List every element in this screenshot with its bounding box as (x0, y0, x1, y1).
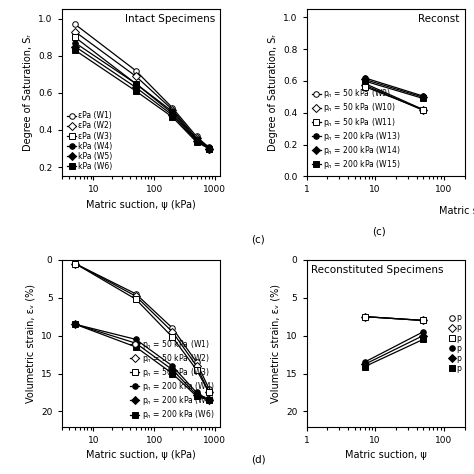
Legend: εPa (W1), εPa (W2), εPa (W3), kPa (W4), kPa (W5), kPa (W6): εPa (W1), εPa (W2), εPa (W3), kPa (W4), … (64, 108, 116, 174)
Y-axis label: Degree of Saturation, Sᵣ: Degree of Saturation, Sᵣ (267, 35, 278, 151)
Y-axis label: Volumetric strain, εᵥ (%): Volumetric strain, εᵥ (%) (26, 283, 36, 403)
Legend: p$_n$ = 50 kPa (W1), p$_n$ = 50 kPa (W2), p$_n$ = 50 kPa (W3), p$_n$ = 200 kPa (: p$_n$ = 50 kPa (W1), p$_n$ = 50 kPa (W2)… (127, 335, 217, 424)
Y-axis label: Volumetric strain, εᵥ (%): Volumetric strain, εᵥ (%) (271, 283, 281, 403)
Text: Intact Specimens: Intact Specimens (125, 15, 215, 25)
X-axis label: Matric suction, ψ: Matric suction, ψ (345, 450, 427, 460)
X-axis label: Matric suction, ψ (kPa): Matric suction, ψ (kPa) (86, 200, 195, 210)
Legend: p$_n$ = 50 kPa (W9), p$_n$ = 50 kPa (W10), p$_n$ = 50 kPa (W11), p$_n$ = 200 kPa: p$_n$ = 50 kPa (W9), p$_n$ = 50 kPa (W10… (309, 84, 404, 174)
Legend: p, p, p, p, p, p: p, p, p, p, p, p (447, 310, 464, 376)
X-axis label: Matric suction, ψ: Matric suction, ψ (439, 206, 474, 216)
Y-axis label: Degree of Saturation, Sᵣ: Degree of Saturation, Sᵣ (23, 35, 33, 151)
Text: (c): (c) (372, 227, 385, 237)
Text: (c): (c) (251, 235, 265, 245)
X-axis label: Matric suction, ψ (kPa): Matric suction, ψ (kPa) (86, 450, 195, 460)
Text: Reconst: Reconst (419, 15, 460, 25)
Text: (d): (d) (251, 455, 265, 465)
Text: Reconstituted Specimens: Reconstituted Specimens (311, 265, 444, 275)
